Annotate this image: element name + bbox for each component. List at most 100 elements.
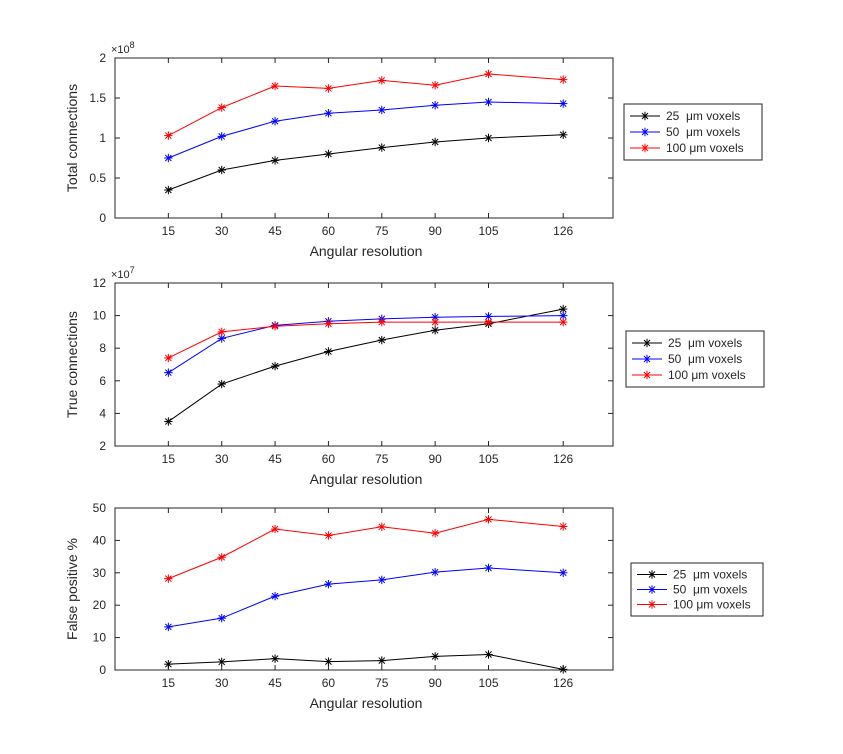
y-axis-label: True connections <box>64 311 80 418</box>
legend-item: 50 μm voxels <box>632 352 742 366</box>
data-point-d2 <box>485 515 492 523</box>
y-tick-label: 12 <box>93 276 107 290</box>
legend-label: 50 μm voxels <box>666 125 740 139</box>
x-tick-label: 60 <box>322 224 336 238</box>
data-point-d2 <box>485 651 492 658</box>
data-point-d2 <box>431 81 439 89</box>
y-tick-label: 0 <box>99 211 106 225</box>
legend-marker-d2 <box>648 601 656 608</box>
data-point-d2 <box>325 109 332 117</box>
data-point-d2 <box>485 134 492 142</box>
data-point-d2 <box>271 117 279 125</box>
series-line <box>168 308 564 422</box>
data-point-d2 <box>325 658 332 665</box>
data-point <box>270 117 280 126</box>
data-point <box>559 522 568 531</box>
data-point <box>559 568 568 577</box>
data-point <box>324 319 333 328</box>
data-point <box>484 69 493 79</box>
x-tick-label: 105 <box>478 452 498 466</box>
data-point-d2 <box>431 653 439 660</box>
data-point <box>559 130 568 139</box>
data-point-d2 <box>271 525 279 533</box>
data-point-d2 <box>431 138 439 146</box>
data-point-d2 <box>559 76 567 83</box>
data-point <box>430 529 440 538</box>
data-point <box>430 81 440 90</box>
legend-label: 50 μm voxels <box>673 583 747 597</box>
data-point <box>217 327 226 337</box>
data-point-d2 <box>218 335 226 342</box>
legend-marker <box>647 585 657 594</box>
series-2 <box>164 69 568 140</box>
x-tick-label: 126 <box>553 224 573 238</box>
legend-marker <box>647 570 657 579</box>
legend-marker <box>640 111 650 121</box>
x-tick-label: 75 <box>375 224 389 238</box>
data-point-d2 <box>378 576 386 584</box>
data-point-d2 <box>378 318 386 326</box>
data-point-d2 <box>378 523 386 531</box>
x-tick-label: 30 <box>215 224 229 238</box>
series-2 <box>164 515 568 583</box>
data-point <box>484 133 493 143</box>
data-point-d2 <box>559 305 567 313</box>
legend-item: 50 μm voxels <box>637 583 747 597</box>
data-point-d2 <box>431 313 439 321</box>
data-point-d2 <box>218 104 226 111</box>
data-point <box>484 97 493 107</box>
legend-marker-d2 <box>648 586 656 593</box>
data-point-d2 <box>485 70 492 78</box>
data-point <box>559 311 568 320</box>
legend-box <box>630 562 764 617</box>
legend-item: 25 μm voxels <box>637 568 747 582</box>
series-line <box>168 321 564 359</box>
x-tick-label: 90 <box>428 676 442 690</box>
data-point <box>217 553 226 562</box>
data-point <box>430 567 440 577</box>
data-point-d2 <box>378 144 386 151</box>
series-0 <box>164 130 568 195</box>
data-point-d2 <box>325 150 332 158</box>
data-point-d2 <box>218 614 226 622</box>
data-point <box>217 379 226 389</box>
data-point-d2 <box>378 106 386 114</box>
series-line <box>168 73 564 137</box>
data-point <box>430 652 440 661</box>
data-point-d2 <box>164 154 172 162</box>
data-point <box>164 417 173 426</box>
y-tick-label: 0.5 <box>89 171 106 185</box>
x-tick-label: 45 <box>268 452 282 466</box>
data-point <box>164 185 173 195</box>
y-tick-label: 1.5 <box>89 91 106 105</box>
legend-item: 25 μm voxels <box>630 109 740 123</box>
data-point <box>324 347 333 356</box>
x-tick-label: 15 <box>162 676 176 690</box>
x-axis-label: Angular resolution <box>310 471 423 487</box>
data-point-d2 <box>271 592 279 600</box>
legend-marker-d2 <box>643 371 651 379</box>
y-tick-label: 20 <box>93 598 107 612</box>
data-point <box>484 312 493 321</box>
data-point-d2 <box>164 132 172 139</box>
data-point <box>377 76 386 85</box>
legend-label: 25 μm voxels <box>673 568 747 582</box>
data-point <box>217 613 226 623</box>
x-tick-label: 75 <box>375 452 389 466</box>
data-point-d2 <box>164 186 172 194</box>
x-tick-label: 30 <box>215 676 229 690</box>
data-point <box>164 659 173 669</box>
data-point-d2 <box>431 326 439 334</box>
y-axis-label: False positive % <box>64 538 80 640</box>
data-point-d2 <box>378 657 386 664</box>
data-point <box>270 156 280 165</box>
legend-label: 50 μm voxels <box>668 352 742 366</box>
y-tick-label: 2 <box>99 51 106 65</box>
data-point <box>484 650 493 659</box>
data-point-d2 <box>218 133 226 140</box>
x-axis-label: Angular resolution <box>310 243 423 259</box>
data-point-d2 <box>559 665 567 673</box>
data-point-d2 <box>218 658 226 666</box>
series-line <box>168 315 564 374</box>
